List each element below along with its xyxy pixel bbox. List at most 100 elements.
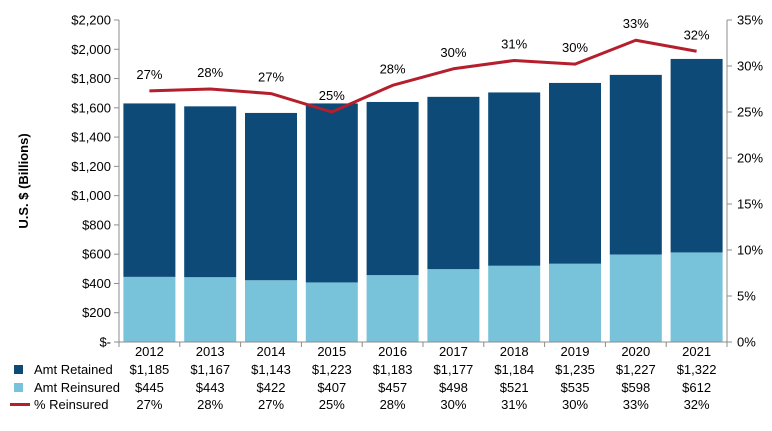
table-cell: $445 [135,380,164,395]
bar-amt-reinsured [366,275,419,342]
data-label-pct: 30% [440,45,466,60]
table-cell: 33% [623,397,649,412]
bar-amt-retained [305,103,358,283]
table-cell: 32% [684,397,710,412]
data-label-pct: 32% [684,27,710,42]
y-tick-label: $2,200 [71,13,111,28]
data-label-pct: 33% [623,16,649,31]
table-cell: $598 [621,380,650,395]
table-cell: $612 [682,380,711,395]
bar-amt-retained [427,96,480,270]
table-cell: 30% [562,397,588,412]
y-tick-label: $600 [82,247,111,262]
table-cell: $1,223 [312,362,352,377]
y-tick-label: $1,000 [71,188,111,203]
data-label-pct: 25% [319,88,345,103]
bar-amt-reinsured [670,252,723,342]
x-tick-label: 2015 [317,344,346,359]
bar-series [123,58,723,342]
bar-amt-retained [670,58,723,253]
y-tick-label: $400 [82,276,111,291]
y2-tick-label: 20% [737,151,763,166]
y2-tick-label: 35% [737,13,763,28]
axes [118,20,728,347]
table-cell: $1,322 [677,362,717,377]
table-cell: $521 [500,380,529,395]
table-cell: $443 [196,380,225,395]
table-cell: $1,185 [130,362,170,377]
bar-amt-reinsured [245,280,297,342]
legend-label: Amt Retained [34,362,113,377]
bar-amt-reinsured [609,254,662,342]
legend-label: % Reinsured [34,397,108,412]
bar-amt-retained [123,103,176,277]
data-label-pct: 27% [258,70,284,85]
bar-amt-reinsured [488,265,541,342]
x-tick-label: 2021 [682,344,711,359]
bar-amt-retained [366,101,419,276]
y-axis-right: 0% 5% 10% 15% 20% 25% 30% 35% [727,13,763,350]
table-cell: 28% [380,397,406,412]
y-tick-label: $1,800 [71,71,111,86]
table-cell: $1,183 [373,362,413,377]
bar-amt-reinsured [123,276,176,342]
data-label-pct: 28% [197,65,223,80]
y2-tick-label: 0% [737,335,756,350]
y-tick-label: $1,400 [71,130,111,145]
data-label-pct: 27% [136,67,162,82]
bar-amt-reinsured [549,263,601,342]
y-tick-label: $1,600 [71,100,111,115]
y2-tick-label: 30% [737,59,763,74]
data-label-pct: 31% [501,36,527,51]
table-cell: $1,177 [434,362,474,377]
data-label-pct: 30% [562,40,588,55]
data-table: 2012 2013 2014 2015 2016 2017 2018 2019 2020 2021… [10,344,716,412]
x-tick-label: 2019 [561,344,590,359]
y-tick-label: $800 [82,217,111,232]
line-series: 27% 28% 27% 25% 28% 30% 31% 30% 33% 32% [136,16,710,114]
table-cell: 27% [258,397,284,412]
y-axis-label: U.S. $ (Billions) [16,133,31,228]
bar-amt-retained [609,74,662,255]
table-cell: $1,227 [616,362,656,377]
table-cell: $1,235 [555,362,595,377]
table-cell: $498 [439,380,468,395]
x-tick-label: 2018 [500,344,529,359]
table-cell: $1,184 [494,362,534,377]
legend-label: Amt Reinsured [34,380,120,395]
y2-tick-label: 10% [737,243,763,258]
x-tick-label: 2014 [257,344,286,359]
x-tick-label: 2020 [621,344,650,359]
bar-amt-retained [184,106,237,278]
y-tick-label: $200 [82,305,111,320]
x-tick-label: 2017 [439,344,468,359]
bar-amt-retained [488,92,541,266]
table-cell: $457 [378,380,407,395]
table-cell: $407 [317,380,346,395]
x-tick-label: 2012 [135,344,164,359]
bar-amt-reinsured [427,269,480,342]
table-cell: $422 [257,380,286,395]
y-axis-label-group: U.S. $ (Billions) [16,133,31,228]
y-tick-label: $- [99,335,111,350]
table-cell: 25% [319,397,345,412]
table-cell: $1,143 [251,362,291,377]
y2-tick-label: 25% [737,105,763,120]
table-cell: 30% [440,397,466,412]
table-cell: 28% [197,397,223,412]
y-axis-left: $- $200 $400 $600 $800 $1,000 $1,200 $1,400 $1,6… [71,13,119,350]
bar-amt-retained [549,82,601,264]
legend-swatch [14,365,23,374]
legend-swatch [14,383,23,392]
x-tick-label: 2016 [378,344,407,359]
y-tick-label: $2,000 [71,42,111,57]
bar-amt-reinsured [184,277,237,342]
y-tick-label: $1,200 [71,159,111,174]
data-label-pct: 28% [380,61,406,76]
line-pct-reinsured [149,38,697,114]
table-cell: 27% [136,397,162,412]
table-cell: $1,167 [190,362,230,377]
bar-amt-retained [245,112,297,281]
x-tick-label: 2013 [196,344,225,359]
